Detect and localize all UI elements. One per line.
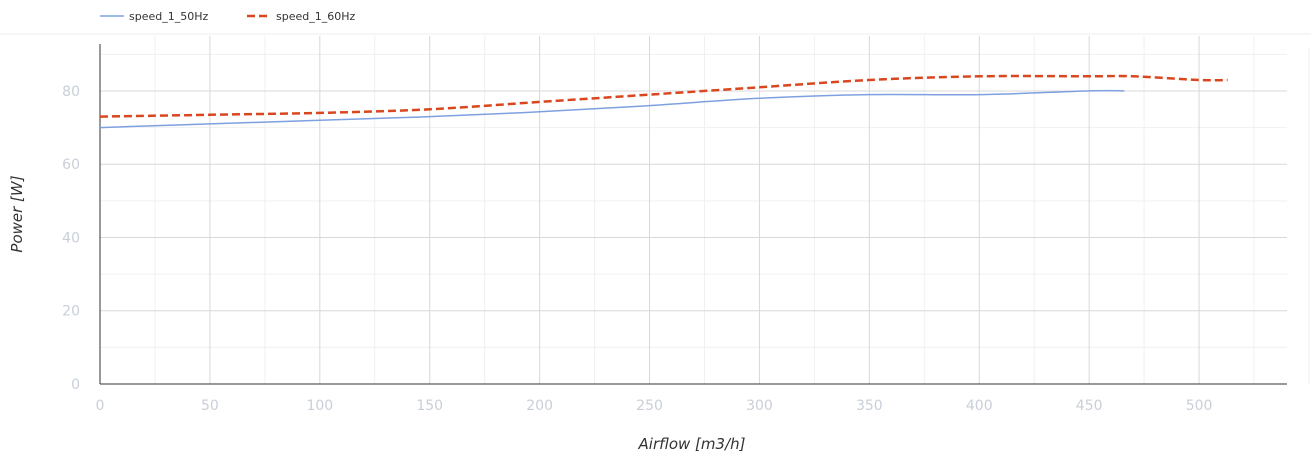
legend-label-speed_1_50Hz: speed_1_50Hz bbox=[129, 10, 208, 23]
series-line-speed_1_60Hz bbox=[99, 74, 1228, 118]
series-line-speed_1_50Hz bbox=[99, 89, 1125, 129]
y-tick-label: 20 bbox=[62, 304, 80, 320]
y-tick-label: 80 bbox=[62, 84, 80, 100]
y-axis-title: Power [W] bbox=[8, 175, 26, 252]
x-tick-label: 100 bbox=[306, 398, 333, 414]
x-tick-label: 400 bbox=[966, 398, 993, 414]
y-tick-label: 60 bbox=[62, 157, 80, 173]
grid bbox=[0, 33, 1311, 384]
legend: speed_1_50Hz speed_1_60Hz bbox=[100, 10, 355, 23]
x-tick-label: 300 bbox=[746, 398, 773, 414]
axes: 0 50 100 150 200 250 300 350 400 450 500 0 20 40 60 80 bbox=[62, 44, 1287, 414]
y-tick-label: 40 bbox=[62, 230, 80, 246]
x-axis-title: Airflow [m3/h] bbox=[638, 435, 746, 453]
series-lines bbox=[99, 74, 1228, 129]
y-tick-label: 0 bbox=[71, 377, 80, 393]
x-tick-label: 0 bbox=[96, 398, 105, 414]
x-tick-label: 500 bbox=[1186, 398, 1213, 414]
x-tick-label: 450 bbox=[1076, 398, 1103, 414]
x-tick-label: 150 bbox=[416, 398, 443, 414]
legend-label-speed_1_60Hz: speed_1_60Hz bbox=[276, 10, 355, 23]
x-tick-label: 200 bbox=[526, 398, 553, 414]
x-tick-label: 50 bbox=[201, 398, 219, 414]
x-tick-label: 250 bbox=[636, 398, 663, 414]
x-tick-label: 350 bbox=[856, 398, 883, 414]
